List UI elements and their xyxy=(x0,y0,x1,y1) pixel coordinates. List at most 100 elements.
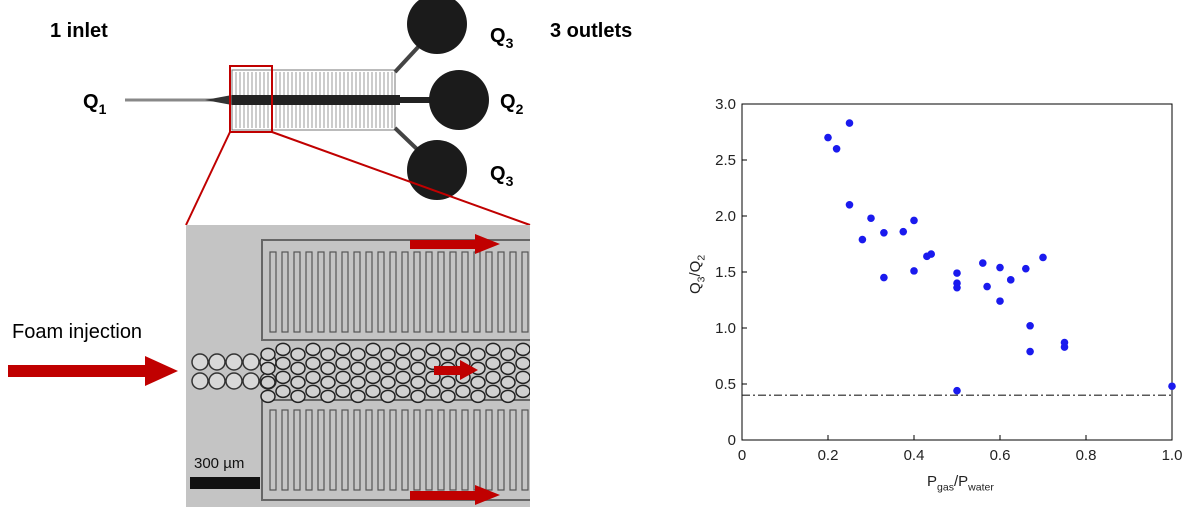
foam-label: Foam injection xyxy=(12,321,142,343)
rich-label: Q3/Q2 xyxy=(687,255,708,294)
bubble xyxy=(350,375,366,390)
point xyxy=(867,214,875,223)
bubble xyxy=(260,347,276,362)
point xyxy=(1060,343,1069,351)
bubble xyxy=(335,370,351,385)
subscript: 3 xyxy=(506,35,514,51)
side-channel xyxy=(269,409,277,491)
bubble xyxy=(440,347,456,362)
side-channel xyxy=(329,409,337,491)
bubble xyxy=(225,353,243,371)
point xyxy=(1006,276,1015,284)
bubble xyxy=(208,372,226,390)
side-channel xyxy=(293,409,301,491)
bubble xyxy=(335,342,351,357)
point xyxy=(858,235,867,244)
point xyxy=(953,283,961,292)
y-tick-label: 3.0 xyxy=(715,96,736,113)
outlet-reservoir xyxy=(407,140,467,200)
bubble xyxy=(290,361,306,376)
bubble xyxy=(500,389,516,404)
side-channel xyxy=(377,409,385,491)
subscript: 1 xyxy=(99,101,107,117)
bubble xyxy=(410,347,426,362)
channel-wall xyxy=(261,399,530,501)
outlet-line xyxy=(393,126,422,154)
scatter-chart: 0 0.2 0.4 0.6 0.8 1.0 0 0.5 1.0 1.5 2.0 2.5 3.0 xyxy=(715,96,1182,464)
channel-wall xyxy=(261,239,530,341)
side-channel xyxy=(449,251,457,333)
bubble xyxy=(410,361,426,376)
side-channel xyxy=(389,251,397,333)
bubble xyxy=(515,384,530,399)
y-tick-label: 1.0 xyxy=(715,320,736,337)
side-channel xyxy=(293,251,301,333)
arrow-head xyxy=(145,356,178,386)
scale-label: 300 µm xyxy=(194,455,244,472)
point xyxy=(996,297,1004,305)
point xyxy=(880,229,888,237)
y-tick-label: 1.5 xyxy=(715,264,736,281)
point xyxy=(953,269,961,277)
bubble xyxy=(260,375,276,390)
rich-label: Pgas/Pwater xyxy=(927,473,994,494)
bubble xyxy=(365,342,381,357)
side-channel xyxy=(353,251,361,333)
bubble xyxy=(305,342,321,357)
bubble xyxy=(515,342,530,357)
subscript: 3 xyxy=(696,276,708,282)
arrow-shaft xyxy=(8,365,148,377)
side-channel xyxy=(341,409,349,491)
arrow-head xyxy=(460,360,478,380)
subscript: 3 xyxy=(506,173,514,189)
outlet-line xyxy=(393,43,422,74)
point xyxy=(910,216,918,225)
side-channel xyxy=(461,251,469,333)
x-tick-label: 0.8 xyxy=(1076,447,1097,464)
point xyxy=(845,119,854,127)
bubble xyxy=(515,356,530,371)
micrograph xyxy=(186,225,530,507)
point xyxy=(979,259,987,267)
point xyxy=(899,227,908,236)
bubble xyxy=(320,361,336,376)
bubble xyxy=(395,356,411,371)
scale-bar xyxy=(190,477,260,489)
side-channel xyxy=(521,409,529,491)
flow-arrows xyxy=(8,234,500,505)
x-tick-label: 0.6 xyxy=(990,447,1011,464)
point xyxy=(1039,253,1047,262)
bubble xyxy=(515,370,530,385)
zoom-line xyxy=(271,131,531,226)
bubble xyxy=(290,347,306,362)
side-channel xyxy=(437,251,445,333)
bubble xyxy=(260,389,276,404)
side-channel xyxy=(305,409,313,491)
side-channel xyxy=(281,251,289,333)
bubble xyxy=(275,356,291,371)
bubble xyxy=(485,370,501,385)
bubble xyxy=(455,384,471,399)
side-channel xyxy=(485,409,493,491)
side-channel xyxy=(509,409,517,491)
bubble xyxy=(305,370,321,385)
side-channel xyxy=(425,251,433,333)
point xyxy=(927,250,935,258)
side-channel xyxy=(377,251,385,333)
side-channel xyxy=(389,409,397,491)
point xyxy=(1168,382,1176,391)
rich-label: Q3 xyxy=(490,25,514,51)
bubble xyxy=(425,384,441,399)
x-tick-label: 0.2 xyxy=(818,447,839,464)
point xyxy=(832,145,841,153)
label-part: Q xyxy=(687,282,704,294)
side-channel xyxy=(425,409,433,491)
bubble xyxy=(440,375,456,390)
outlet-reservoir xyxy=(407,0,467,54)
point xyxy=(1022,264,1030,273)
bubble xyxy=(470,389,486,404)
bubble xyxy=(290,375,306,390)
side-channel xyxy=(497,251,505,333)
bubble xyxy=(380,361,396,376)
point xyxy=(983,282,991,291)
